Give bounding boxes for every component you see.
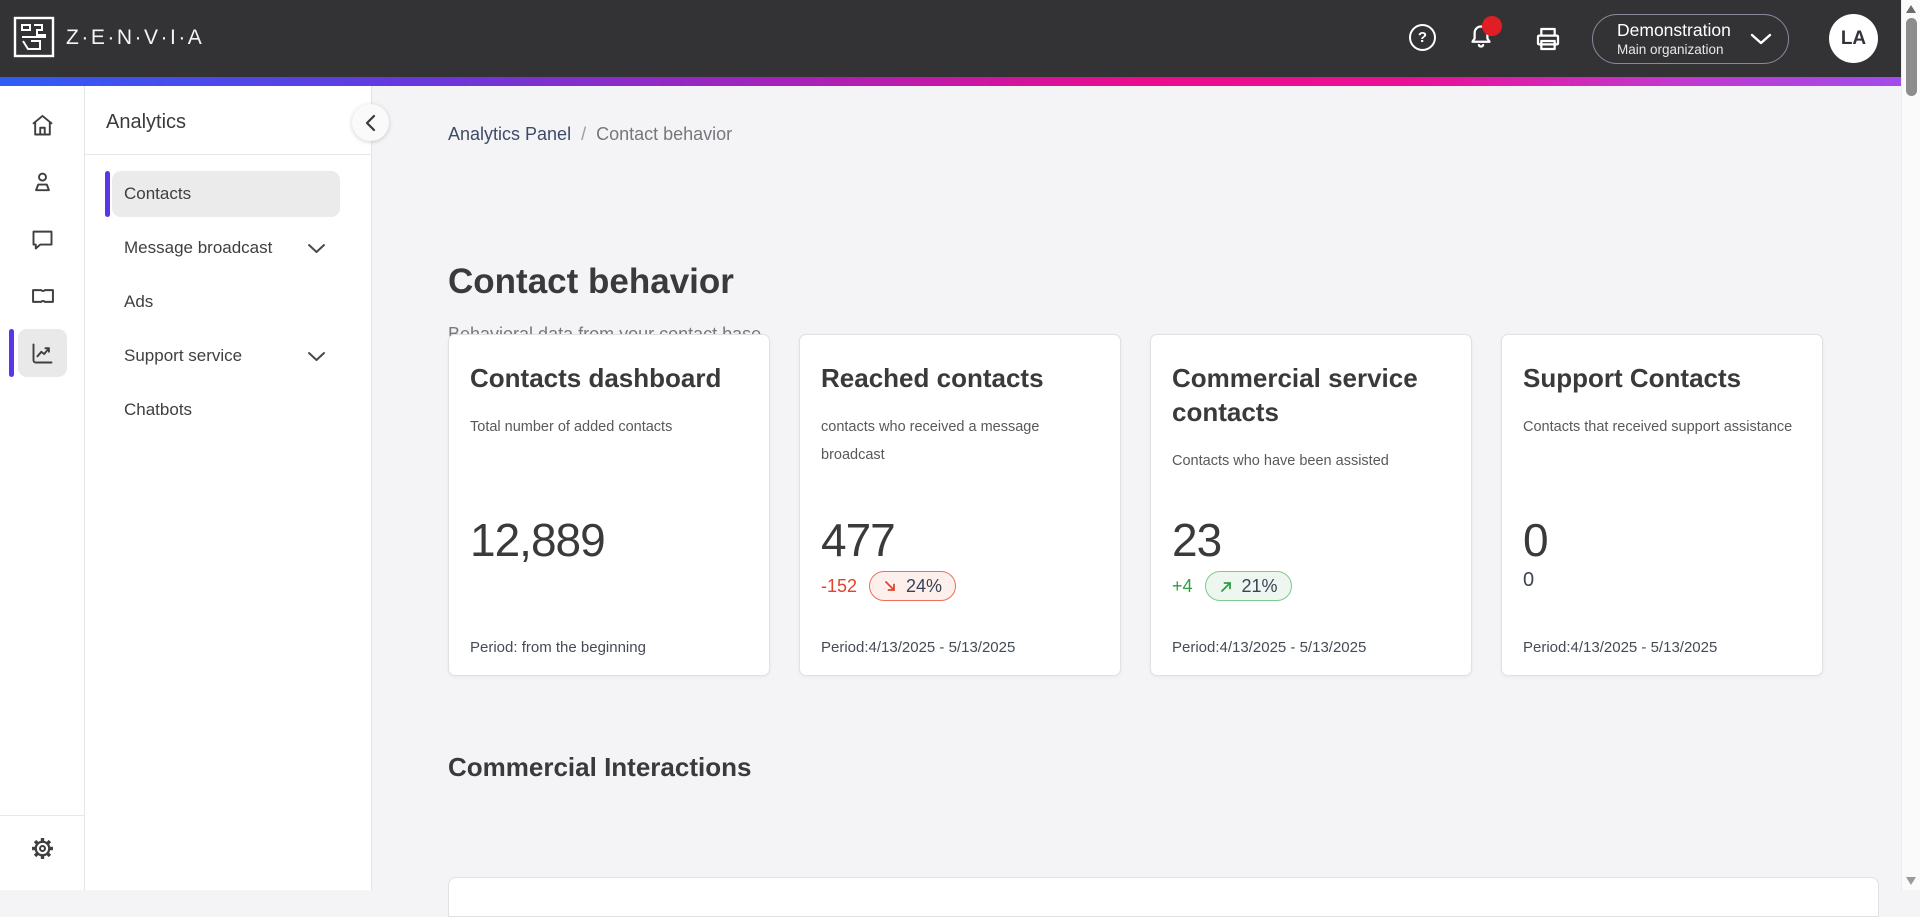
card-support-contacts: Support Contacts Contacts that received … [1501, 334, 1823, 676]
card-value: 477 [821, 514, 896, 566]
person-icon [29, 169, 56, 196]
delta-percent: 21% [1241, 575, 1278, 596]
notification-badge [1482, 16, 1502, 36]
delta-percent: 24% [906, 575, 943, 596]
chevron-down-icon [307, 351, 326, 362]
chat-bubble-icon [29, 226, 56, 253]
organization-subtitle: Main organization [1617, 41, 1724, 57]
card-title: Reached contacts [821, 363, 1044, 393]
active-nav-indicator [9, 329, 14, 377]
line-chart-icon [29, 340, 56, 367]
printer-icon[interactable] [1532, 23, 1564, 55]
card-description: Total number of added contacts [470, 419, 673, 435]
delta-value: -152 [821, 575, 858, 596]
scroll-down-arrow[interactable] [1906, 877, 1916, 885]
delta-value: +4 [1172, 575, 1193, 596]
card-value: 23 [1172, 514, 1222, 566]
chevron-left-icon [365, 114, 376, 132]
chevron-down-icon [1750, 33, 1772, 45]
main-content: Analytics Panel / Contact behavior Conta… [373, 86, 1901, 917]
ticket-icon [29, 282, 57, 310]
card-description: Contacts who have been assisted [1172, 453, 1389, 469]
sidebar-item-home[interactable] [18, 101, 67, 149]
trend-badge-down: 24% [869, 571, 957, 601]
commercial-interactions-card [448, 877, 1879, 917]
card-description: contacts who received a message broadcas… [821, 419, 1040, 463]
card-value: 0 [1523, 514, 1549, 566]
card-title: Support Contacts [1523, 363, 1742, 393]
panel-title: Analytics [106, 111, 187, 133]
card-reached-contacts: Reached contacts contacts who received a… [799, 334, 1121, 676]
breadcrumb-separator: / [581, 124, 587, 144]
card-period: Period: from the beginning [470, 639, 646, 656]
card-period: Period:4/13/2025 - 5/13/2025 [821, 639, 1016, 656]
sidebar-item-contacts[interactable] [18, 158, 67, 206]
brand-wordmark: Z·E·N·V·I·A [66, 26, 205, 49]
menu-item-chatbots[interactable]: Chatbots [124, 400, 193, 419]
menu-item-message-broadcast[interactable]: Message broadcast [112, 225, 340, 271]
scroll-up-arrow[interactable] [1906, 5, 1916, 13]
arrow-up-right-icon [1219, 579, 1234, 594]
nav-rail [0, 86, 85, 890]
user-avatar[interactable]: LA [1829, 14, 1878, 63]
scrollbar-thumb[interactable] [1906, 18, 1917, 96]
trend-badge-up: 21% [1204, 571, 1292, 601]
organization-switcher[interactable]: Demonstration Main organization [1592, 14, 1789, 64]
card-period: Period:4/13/2025 - 5/13/2025 [1523, 639, 1718, 656]
help-icon[interactable]: ? [1409, 24, 1436, 51]
top-bar: Z·E·N·V·I·A ? Demonstration Main organiz… [0, 0, 1901, 77]
menu-item-ads[interactable]: Ads [124, 292, 154, 311]
active-menu-indicator [105, 171, 110, 217]
breadcrumb: Analytics Panel / Contact behavior [448, 124, 732, 145]
page-title: Contact behavior [448, 262, 734, 301]
notifications-bell-icon[interactable] [1466, 16, 1502, 54]
breadcrumb-current: Contact behavior [596, 124, 733, 144]
card-commercial-service-contacts: Commercial service contacts Contacts who… [1150, 334, 1472, 676]
breadcrumb-analytics-panel[interactable]: Analytics Panel [448, 124, 572, 144]
vertical-scrollbar[interactable] [1901, 0, 1920, 890]
home-icon [29, 112, 56, 139]
analytics-sidebar-panel: Analytics Contacts Message broadcast Ads… [85, 86, 389, 890]
zenvia-logo-icon [13, 16, 55, 58]
rail-divider [0, 815, 85, 816]
sidebar-item-settings[interactable] [18, 824, 67, 872]
arrow-down-right-icon [883, 579, 898, 594]
delta-row: +4 21% [1172, 571, 1292, 601]
card-value: 12,889 [470, 514, 606, 566]
sidebar-item-analytics[interactable] [18, 329, 67, 377]
analytics-menu: Contacts Message broadcast Ads Support s… [105, 171, 340, 441]
chevron-down-icon [307, 243, 326, 254]
card-secondary-value: 0 [1523, 569, 1535, 591]
organization-name: Demonstration [1617, 19, 1731, 40]
sidebar-item-conversations[interactable] [18, 215, 67, 263]
panel-divider [85, 154, 372, 155]
card-period: Period:4/13/2025 - 5/13/2025 [1172, 639, 1367, 656]
card-title: Contacts dashboard [470, 363, 722, 393]
collapse-panel-button[interactable] [352, 104, 389, 141]
menu-item-support-service[interactable]: Support service [112, 333, 340, 379]
card-contacts-dashboard: Contacts dashboard Total number of added… [448, 334, 770, 676]
gear-icon [29, 835, 56, 862]
section-title-commercial-interactions: Commercial Interactions [448, 752, 752, 782]
card-title: Commercial service contacts [1172, 363, 1418, 427]
menu-item-contacts[interactable]: Contacts [105, 171, 340, 217]
sidebar-item-tickets[interactable] [18, 272, 67, 320]
delta-row: -152 24% [821, 571, 957, 601]
kpi-cards-row: Contacts dashboard Total number of added… [448, 334, 1823, 676]
brand-gradient-bar [0, 77, 1901, 86]
card-description: Contacts that received support assistanc… [1523, 419, 1793, 435]
